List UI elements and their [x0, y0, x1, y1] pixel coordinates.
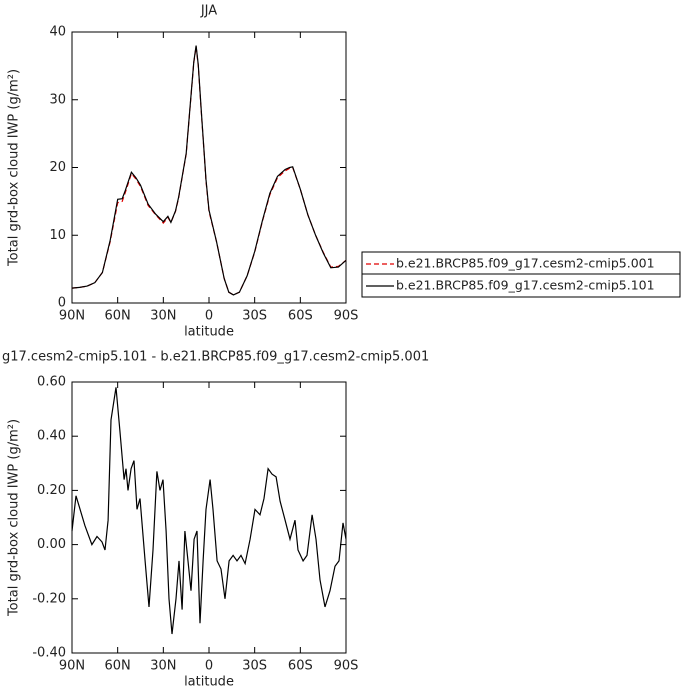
x-axis-label: latitude — [184, 325, 234, 340]
x-tick-label: 60S — [288, 309, 313, 324]
x-axis-label: latitude — [184, 675, 234, 690]
x-tick-label: 30S — [242, 309, 267, 324]
y-axis-label: Total grd-box cloud IWP (g/m²) — [7, 69, 22, 267]
legend-label: b.e21.BRCP85.f09_g17.cesm2-cmip5.001 — [396, 256, 655, 271]
series-line — [71, 46, 347, 296]
y-tick-label: 40 — [49, 25, 66, 40]
chart-title: g17.cesm2-cmip5.101 - b.e21.BRCP85.f09_g… — [2, 350, 429, 365]
legend: b.e21.BRCP85.f09_g17.cesm2-cmip5.001 b.e2… — [361, 251, 681, 298]
y-tick-label: 30 — [49, 92, 66, 107]
x-tick-label: 30N — [150, 659, 176, 674]
x-tick-label: 60N — [105, 659, 131, 674]
y-tick-label: 20 — [49, 160, 66, 175]
plot-frame — [71, 31, 347, 304]
x-tick-label: 90N — [59, 309, 85, 324]
chart-title: JJA — [200, 4, 217, 19]
x-tick-label: 90S — [334, 659, 359, 674]
x-tick-label: 90N — [59, 659, 85, 674]
y-tick-label: 0.20 — [37, 483, 66, 498]
y-axis-label: Total grd-box cloud IWP (g/m²) — [7, 419, 22, 617]
x-tick-label: 30S — [242, 659, 267, 674]
series-line — [71, 387, 347, 635]
x-tick-label: 60N — [105, 309, 131, 324]
y-tick-label: 0 — [58, 296, 66, 311]
plot-frame — [71, 381, 347, 654]
x-tick-label: 90S — [334, 309, 359, 324]
x-tick-label: 0 — [205, 659, 213, 674]
y-tick-label: 0.00 — [37, 537, 66, 552]
y-tick-label: -0.20 — [32, 591, 66, 606]
x-tick-label: 30N — [150, 309, 176, 324]
y-tick-label: 0.40 — [37, 429, 66, 444]
x-tick-label: 0 — [205, 309, 213, 324]
y-tick-label: 10 — [49, 228, 66, 243]
y-tick-label: 0.60 — [37, 375, 66, 390]
x-tick-label: 60S — [288, 659, 313, 674]
y-tick-label: -0.40 — [32, 646, 66, 661]
series-line — [71, 45, 347, 296]
legend-label: b.e21.BRCP85.f09_g17.cesm2-cmip5.101 — [396, 278, 655, 293]
